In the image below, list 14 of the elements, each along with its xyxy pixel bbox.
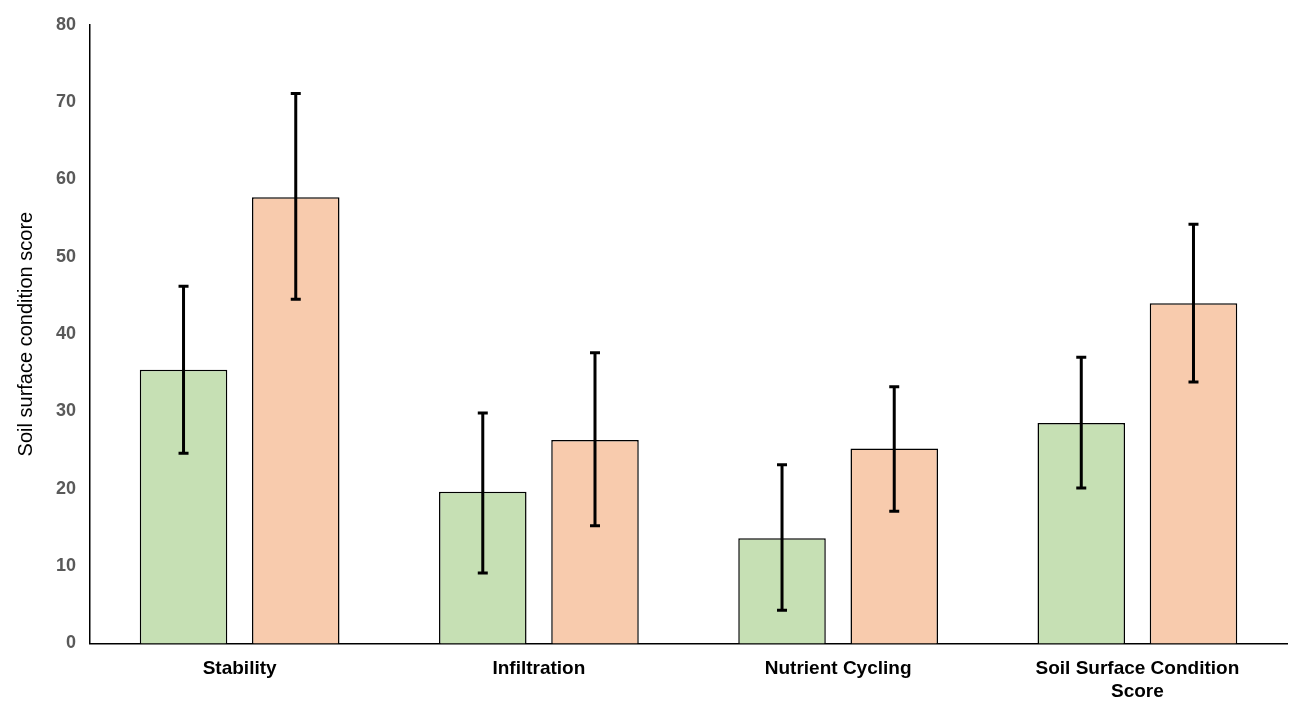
y-tick-label: 70 bbox=[55, 91, 77, 112]
y-tick-label: 50 bbox=[55, 245, 77, 266]
x-tick-label: Infiltration bbox=[492, 657, 586, 679]
y-tick-label: 60 bbox=[55, 168, 77, 189]
x-tick-label: Stability bbox=[202, 657, 278, 679]
y-tick-label: 30 bbox=[55, 400, 77, 421]
y-tick-label: 20 bbox=[55, 477, 77, 498]
y-tick-label: 40 bbox=[55, 323, 77, 344]
y-axis-title: Soil surface condition score bbox=[13, 211, 36, 457]
y-tick-label: 10 bbox=[55, 555, 77, 576]
y-tick-label: 0 bbox=[66, 632, 77, 653]
y-tick-label: 80 bbox=[55, 13, 77, 34]
x-tick-label: Soil Surface Condition Score bbox=[1035, 657, 1240, 701]
x-tick-label: Nutrient Cycling bbox=[764, 657, 912, 679]
